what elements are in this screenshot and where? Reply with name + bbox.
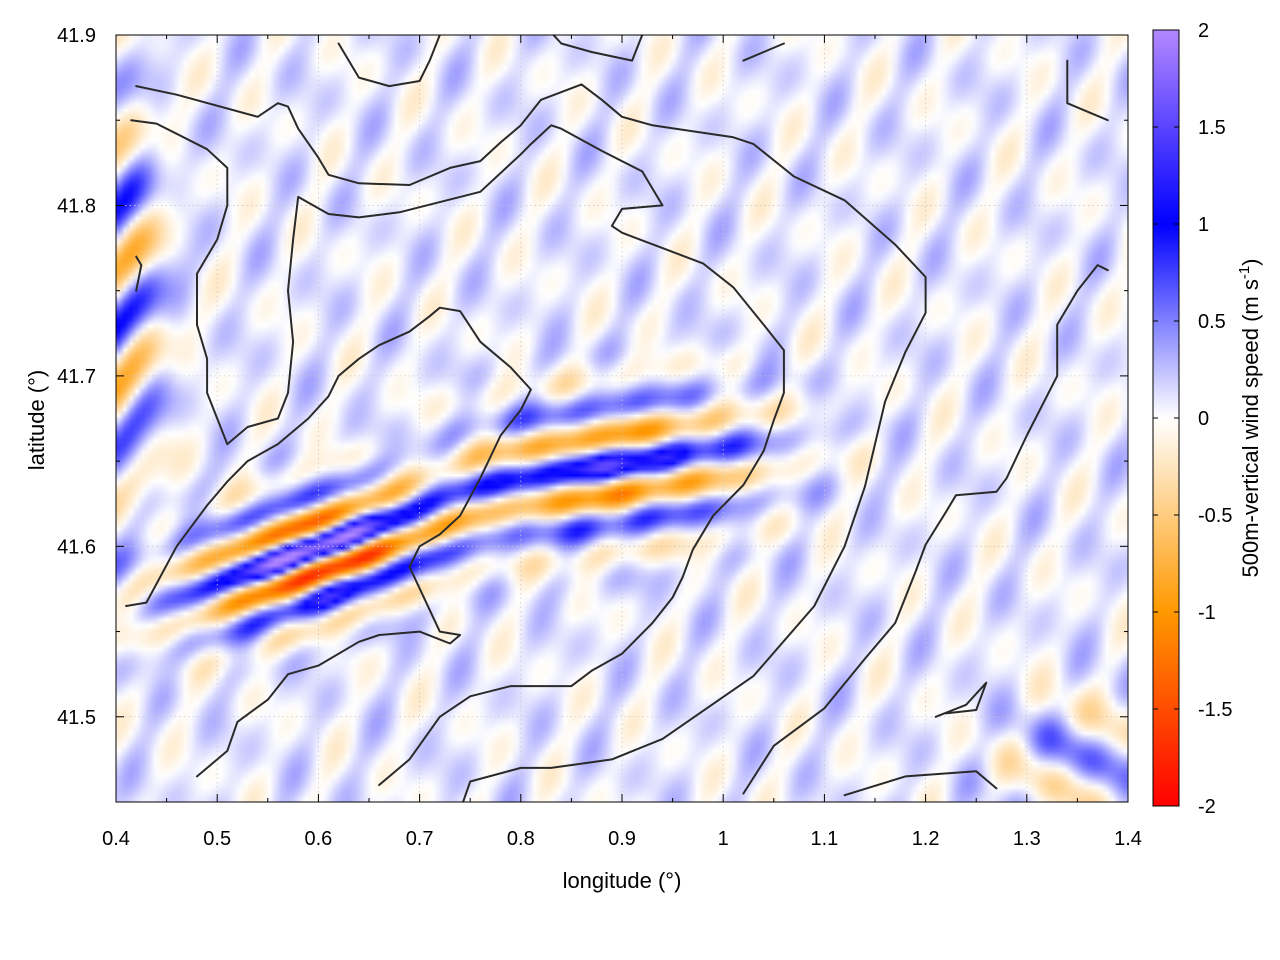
colorbar-tick-label: 1 xyxy=(1198,214,1209,236)
terrain-contours xyxy=(125,35,1109,802)
x-tick-label: 1.2 xyxy=(912,828,940,850)
colorbar-title-close: ) xyxy=(1238,258,1263,265)
axis-ticks xyxy=(115,34,1129,803)
colorbar-tick-labels: 2 1.5 1 0.5 0 -0.5 -1 -1.5 -2 xyxy=(1198,20,1232,818)
contour-line xyxy=(552,35,644,62)
colorbar-title: 500m-vertical wind speed (m s-1) xyxy=(1236,258,1263,577)
x-axis-title: longitude (°) xyxy=(563,868,682,893)
y-tick-label: 41.9 xyxy=(57,25,96,47)
x-tick-label: 0.4 xyxy=(102,828,130,850)
colorbar-tick-label: -0.5 xyxy=(1198,505,1232,527)
y-tick-label: 41.7 xyxy=(57,366,96,388)
contour-line xyxy=(125,306,532,778)
x-tick-label: 0.8 xyxy=(507,828,535,850)
colorbar-title-main: 500m-vertical wind speed (m s xyxy=(1238,279,1263,577)
colorbar-tick-label: 0 xyxy=(1198,408,1209,430)
colorbar-title-exponent: -1 xyxy=(1236,266,1253,279)
colorbar: 2 1.5 1 0.5 0 -0.5 -1 -1.5 -2 500m-vertical wind… xyxy=(1152,20,1263,818)
contour-line xyxy=(135,83,927,802)
x-tick-labels: 0.4 0.5 0.6 0.7 0.8 0.9 1 1.1 1.2 1.3 1.4 xyxy=(102,828,1142,850)
contour-line xyxy=(742,264,1109,795)
contour-line xyxy=(1066,59,1109,122)
x-tick-label: 0.6 xyxy=(304,828,332,850)
y-axis-title: latitude (°) xyxy=(24,370,49,471)
contour-line xyxy=(130,119,229,446)
colorbar-tick-label: -2 xyxy=(1198,796,1216,818)
contour-line xyxy=(843,770,998,797)
x-tick-label: 0.5 xyxy=(203,828,231,850)
contour-line xyxy=(337,35,441,88)
y-tick-label: 41.5 xyxy=(57,707,96,729)
x-tick-label: 0.9 xyxy=(608,828,636,850)
y-tick-label: 41.8 xyxy=(57,195,96,217)
y-tick-label: 41.6 xyxy=(57,536,96,558)
x-tick-label: 1 xyxy=(718,828,729,850)
contour-line xyxy=(934,681,988,718)
contour-line xyxy=(742,42,785,62)
colorbar-tick-label: 1.5 xyxy=(1198,117,1226,139)
colorbar-tick-label: -1.5 xyxy=(1198,699,1232,721)
contour-line xyxy=(135,255,143,292)
colorbar-ticks xyxy=(1153,29,1179,807)
colorbar-tick-label: -1 xyxy=(1198,602,1216,624)
contour-line xyxy=(226,124,785,786)
x-tick-label: 1.3 xyxy=(1013,828,1041,850)
plot-area xyxy=(115,34,1129,803)
colorbar-tick-label: 2 xyxy=(1198,20,1209,42)
y-tick-labels: 41.5 41.6 41.7 41.8 41.9 xyxy=(57,25,96,729)
x-tick-label: 0.7 xyxy=(406,828,434,850)
x-tick-label: 1.1 xyxy=(810,828,838,850)
x-tick-label: 1.4 xyxy=(1114,828,1142,850)
colorbar-tick-label: 0.5 xyxy=(1198,311,1226,333)
